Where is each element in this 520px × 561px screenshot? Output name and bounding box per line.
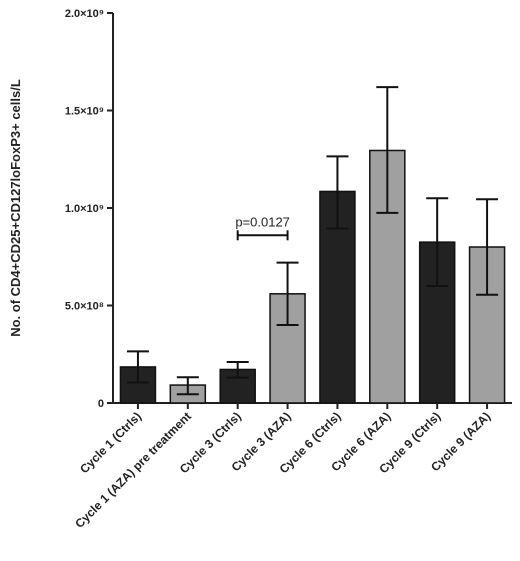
y-tick-label: 0 (98, 398, 104, 410)
y-tick-label: 2.0×10⁹ (65, 8, 104, 20)
p-value-label: p=0.0127 (235, 214, 290, 229)
y-tick-label: 5.0×10⁸ (65, 301, 104, 313)
y-tick-label: 1.5×10⁹ (65, 106, 104, 118)
y-axis-title: No. of CD4+CD25+CD127loFoxP3+ cells/L (8, 79, 23, 337)
y-tick-label: 1.0×10⁹ (65, 203, 104, 215)
